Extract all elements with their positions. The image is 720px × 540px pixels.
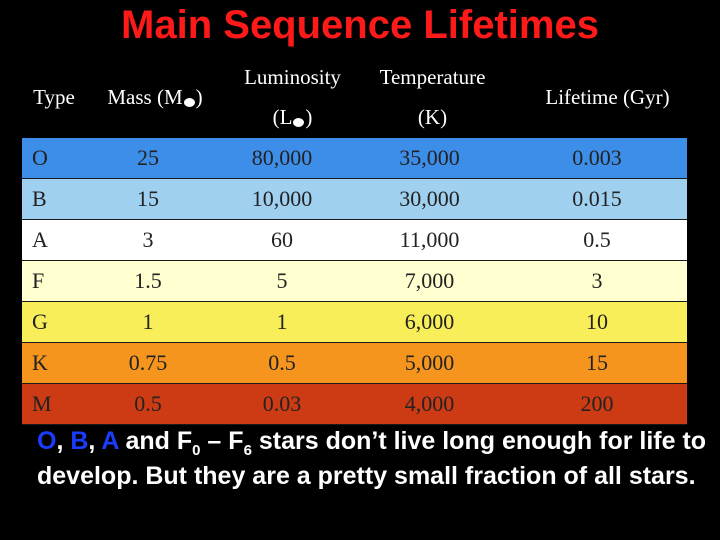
cell-type: B [22, 178, 84, 220]
cell-lifetime: 0.5 [507, 219, 687, 261]
sun-symbol-icon [183, 98, 195, 107]
cell-mass: 3 [84, 219, 212, 261]
cell-luminosity: 60 [212, 219, 352, 261]
cell-type: M [22, 383, 84, 425]
header-temperature-unit: (K) [417, 105, 448, 129]
note-type-a: A [101, 427, 119, 455]
note-comma-2: , [88, 427, 102, 455]
table-row: G 1 1 6,000 10 [22, 301, 687, 343]
cell-lifetime: 0.003 [507, 138, 687, 179]
cell-mass: 25 [84, 138, 212, 179]
cell-lifetime: 10 [507, 301, 687, 343]
header-luminosity-unit-close: ) [305, 105, 313, 129]
cell-temperature: 35,000 [352, 138, 507, 179]
cell-luminosity: 1 [212, 301, 352, 343]
cell-temperature: 7,000 [352, 260, 507, 302]
header-type: Type [33, 85, 75, 109]
header-mass: Mass (M) [90, 84, 220, 110]
sun-symbol-icon [293, 118, 305, 127]
table-row: O 25 80,000 35,000 0.003 [22, 138, 687, 179]
cell-mass: 15 [84, 178, 212, 220]
cell-temperature: 4,000 [352, 383, 507, 425]
note-comma-1: , [56, 427, 71, 455]
cell-mass: 1.5 [84, 260, 212, 302]
cell-mass: 0.75 [84, 342, 212, 384]
note-sub-0: 0 [192, 442, 201, 459]
note-rest: stars don’t live long enough for life to… [37, 427, 707, 490]
cell-lifetime: 3 [507, 260, 687, 302]
cell-luminosity: 0.03 [212, 383, 352, 425]
header-luminosity: Luminosity (L) [220, 64, 365, 130]
lifetime-table: O 25 80,000 35,000 0.003 B 15 10,000 30,000 0.015… [22, 138, 687, 425]
note-type-b: B [70, 427, 89, 455]
note-and-f: and F [118, 427, 193, 455]
footnote: O, B, A and F0 – F6 stars don’t live lon… [37, 424, 707, 494]
header-luminosity-label: Luminosity [244, 65, 341, 89]
table-row: M 0.5 0.03 4,000 200 [22, 383, 687, 425]
cell-type: F [22, 260, 84, 302]
note-type-o: O [37, 427, 57, 455]
table-row: K 0.75 0.5 5,000 15 [22, 342, 687, 384]
cell-type: A [22, 219, 84, 261]
header-luminosity-unit: (L) [220, 104, 365, 130]
cell-luminosity: 10,000 [212, 178, 352, 220]
page-title: Main Sequence Lifetimes [121, 3, 599, 47]
header-luminosity-unit-label: (L [272, 105, 293, 129]
header-mass-label: Mass (M [107, 85, 183, 109]
cell-lifetime: 200 [507, 383, 687, 425]
note-sub-6: 6 [243, 442, 252, 459]
cell-luminosity: 5 [212, 260, 352, 302]
cell-type: O [22, 138, 84, 179]
cell-temperature: 30,000 [352, 178, 507, 220]
note-dash-f: – F [200, 427, 244, 455]
cell-lifetime: 15 [507, 342, 687, 384]
cell-luminosity: 80,000 [212, 138, 352, 179]
cell-lifetime: 0.015 [507, 178, 687, 220]
cell-type: G [22, 301, 84, 343]
table-row: F 1.5 5 7,000 3 [22, 260, 687, 302]
cell-mass: 1 [84, 301, 212, 343]
header-temperature-label: Temperature [379, 65, 486, 89]
table-row: B 15 10,000 30,000 0.015 [22, 178, 687, 220]
table-row: A 3 60 11,000 0.5 [22, 219, 687, 261]
header-temperature: Temperature (K) [360, 64, 505, 130]
header-lifetime: Lifetime (Gyr) [545, 85, 670, 109]
cell-type: K [22, 342, 84, 384]
cell-temperature: 6,000 [352, 301, 507, 343]
cell-luminosity: 0.5 [212, 342, 352, 384]
header-mass-close: ) [195, 85, 203, 109]
cell-temperature: 11,000 [352, 219, 507, 261]
cell-mass: 0.5 [84, 383, 212, 425]
cell-temperature: 5,000 [352, 342, 507, 384]
